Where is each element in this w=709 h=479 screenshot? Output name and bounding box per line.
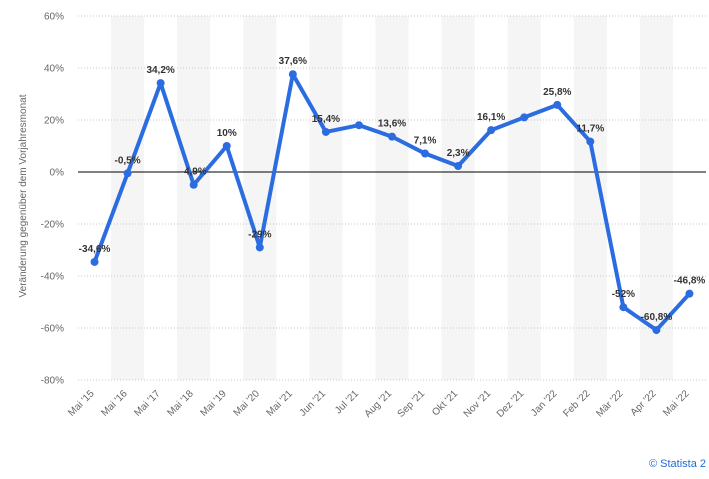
data-label: 34,2% [146, 65, 174, 76]
x-tick-label: Mai '19 [198, 388, 229, 419]
x-tick-label: Dez '21 [495, 388, 527, 420]
data-point [454, 162, 463, 171]
column-band [111, 16, 145, 380]
column-band [639, 16, 673, 380]
x-tick-label: Jun '21 [298, 388, 329, 419]
data-label: 25,8% [543, 87, 571, 98]
data-label: 10% [217, 128, 237, 139]
x-tick-label: Feb '22 [561, 388, 592, 419]
data-label: 15,4% [312, 114, 340, 125]
column-band [507, 16, 541, 380]
y-tick-label: -40% [41, 272, 64, 283]
data-label: -4,9% [181, 167, 207, 178]
x-tick-label: Okt '21 [430, 388, 460, 418]
data-point [619, 303, 628, 312]
data-label: 37,6% [279, 56, 307, 67]
data-label: -34,6% [79, 244, 111, 255]
y-tick-label: 60% [44, 12, 64, 23]
x-tick-label: Mai '18 [165, 388, 196, 419]
data-point [156, 79, 165, 88]
x-tick-label: Apr '22 [629, 388, 659, 418]
y-axis-label: Veränderung gegenüber dem Vorjahresmonat [18, 94, 29, 297]
y-axis-ticks: 60% 40% 20% 0% -20% -40% -60% -80% [41, 12, 64, 387]
x-tick-label: Aug '21 [363, 388, 395, 420]
data-label: 13,6% [378, 119, 406, 130]
x-tick-label: Jul '21 [333, 388, 361, 416]
data-point [255, 243, 264, 252]
x-tick-label: Mai '15 [66, 388, 97, 419]
y-tick-label: 0% [50, 168, 65, 179]
data-point [487, 126, 496, 135]
statista-credit[interactable]: © Statista 2 [649, 458, 707, 470]
column-band [243, 16, 277, 380]
data-label: -46,8% [674, 276, 706, 287]
y-tick-label: -80% [41, 376, 64, 387]
y-tick-label: -60% [41, 324, 64, 335]
x-tick-label: Mai '17 [132, 388, 163, 419]
data-point [421, 149, 430, 158]
data-label: -60,8% [641, 312, 673, 323]
y-tick-label: -20% [41, 220, 64, 231]
data-point [388, 132, 396, 141]
data-label: 2,3% [447, 148, 470, 159]
x-tick-label: Sep '21 [396, 388, 428, 420]
data-point [685, 289, 694, 298]
x-tick-label: Mai '21 [265, 388, 296, 419]
data-label: 16,1% [477, 112, 505, 123]
data-label: 11,7% [576, 124, 604, 135]
x-tick-label: Jan '22 [529, 388, 560, 419]
data-label: -29% [248, 229, 271, 240]
x-tick-label: Mai '22 [661, 388, 692, 419]
data-point [189, 180, 198, 189]
data-point [321, 127, 330, 136]
data-point [586, 137, 595, 146]
data-point [123, 169, 132, 178]
x-tick-label: Mär '22 [594, 388, 625, 419]
data-labels: -34,6% -0,5% 34,2% -4,9% 10% -29% 37,6% 15,4% 13… [79, 56, 706, 323]
column-band [309, 16, 343, 380]
data-point [553, 100, 562, 109]
x-axis-ticks: Mai '15 Mai '16 Mai '17 Mai '18 Mai '19 Mai '… [66, 388, 692, 420]
column-bands [111, 16, 673, 380]
column-band [441, 16, 475, 380]
column-band [375, 16, 409, 380]
data-label: 7,1% [414, 136, 437, 147]
data-points [90, 70, 694, 335]
data-point [222, 142, 231, 150]
y-tick-label: 40% [44, 64, 64, 75]
data-point [354, 121, 363, 130]
data-label: -0,5% [115, 155, 141, 166]
data-point [652, 326, 661, 335]
data-point [90, 257, 99, 266]
data-point [288, 70, 297, 79]
x-tick-label: Nov '21 [462, 388, 494, 420]
x-tick-label: Mai '20 [232, 388, 263, 419]
data-point [520, 113, 529, 122]
gridlines [78, 15, 706, 381]
data-label: -52% [612, 289, 635, 300]
column-band [177, 16, 211, 380]
x-tick-label: Mai '16 [99, 388, 130, 419]
y-tick-label: 20% [44, 116, 64, 127]
